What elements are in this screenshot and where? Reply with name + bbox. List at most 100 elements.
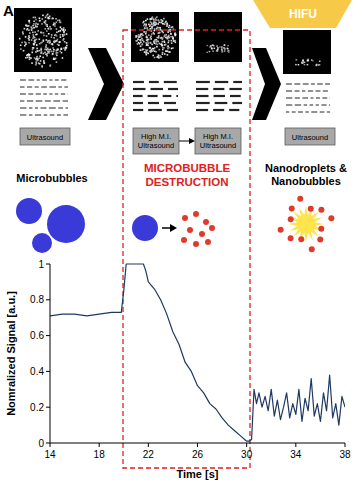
speckle (153, 25, 155, 27)
pulse-dash (229, 109, 239, 111)
speckle (158, 20, 160, 22)
speckle (146, 27, 148, 29)
speckle (65, 46, 67, 48)
pulse-dash (311, 84, 315, 85)
speckle (302, 60, 304, 61)
speckle (34, 37, 36, 39)
speckle (143, 31, 145, 33)
pulse-dash (63, 101, 68, 102)
nanodroplet (203, 219, 209, 225)
speckle (60, 34, 62, 36)
y-axis (50, 264, 51, 443)
mode-label: Ultrasound (292, 133, 328, 142)
speckle (217, 47, 219, 48)
text-line: High M.I. (203, 132, 233, 141)
speckle (28, 29, 30, 31)
speckle (58, 44, 60, 46)
speckle (24, 45, 26, 47)
nanodroplet (181, 237, 187, 243)
speckle (147, 18, 149, 20)
speckle (146, 36, 148, 38)
speckle (158, 32, 160, 34)
speckle (216, 50, 218, 51)
speckle (153, 41, 155, 43)
speckle (143, 21, 145, 23)
speckle (164, 41, 166, 43)
pulse-dash (213, 88, 224, 90)
text-line: Nanodroplets & (265, 162, 347, 174)
speckle (151, 33, 153, 35)
speckle (59, 41, 61, 43)
pulse-dash (298, 112, 303, 113)
speckle (45, 24, 47, 26)
speckle (49, 51, 51, 53)
nanodroplet (309, 246, 315, 252)
speckle (150, 50, 152, 52)
speckle (56, 31, 58, 33)
pulse-dash (320, 112, 325, 113)
speckle (147, 42, 149, 44)
speckle (64, 34, 66, 36)
pulse-dash (35, 87, 39, 88)
speckle (57, 48, 59, 50)
speckle (36, 60, 38, 62)
speckle (304, 64, 306, 65)
speckle (142, 43, 144, 45)
pulse-dash (329, 98, 330, 99)
speckle (41, 18, 43, 20)
y-tick-label: 0.8 (30, 294, 44, 305)
speckle (135, 35, 137, 37)
speckle (32, 28, 34, 30)
speckle (145, 52, 147, 54)
x-tick (295, 443, 296, 447)
pulse-dash (325, 84, 330, 85)
pulse-dash (322, 98, 327, 99)
speckle (207, 45, 209, 46)
speckle (209, 46, 211, 47)
speckle (60, 22, 62, 24)
speckle (34, 40, 36, 42)
pulse-dash (316, 105, 319, 106)
y-tick-label: 0.6 (30, 330, 44, 341)
speckle (141, 44, 143, 46)
pulse-dash (133, 88, 145, 90)
panel-label: A (3, 2, 14, 19)
speckle (42, 40, 44, 42)
x-tick (50, 443, 51, 447)
pulse-dash (329, 105, 331, 106)
speckle (227, 48, 229, 49)
speckle (211, 47, 213, 48)
mode-box (20, 128, 70, 145)
speckle (29, 59, 31, 61)
x-tick (197, 443, 198, 447)
speckle (162, 44, 164, 46)
pulse-dash (303, 84, 309, 85)
speckle (210, 45, 212, 46)
pulse-dash (64, 87, 68, 88)
speckle (217, 49, 219, 50)
speckle (162, 49, 164, 51)
speckle (49, 40, 51, 42)
highlight-caption: MICROBUBBLEDESTRUCTION (144, 162, 231, 188)
pulse-dash (215, 102, 228, 104)
speckle (170, 33, 172, 35)
speckle (138, 36, 140, 38)
speckle (165, 21, 167, 23)
speckle (41, 66, 43, 68)
speckle (43, 53, 45, 55)
speckle (40, 42, 42, 44)
speckle (211, 48, 213, 49)
speckle (158, 35, 160, 37)
nanodroplet (205, 239, 211, 245)
speckle (227, 48, 229, 49)
pulse-dash (148, 95, 158, 97)
y-axis-title: Nomralized Signal [a.u.] (5, 291, 17, 416)
speckle (49, 42, 51, 44)
speckle (150, 19, 152, 21)
speckle (151, 44, 153, 46)
speckle (52, 47, 54, 49)
speckle (140, 39, 142, 41)
speckle (150, 42, 152, 44)
pulse-dash (302, 91, 305, 92)
speckle (147, 53, 149, 55)
